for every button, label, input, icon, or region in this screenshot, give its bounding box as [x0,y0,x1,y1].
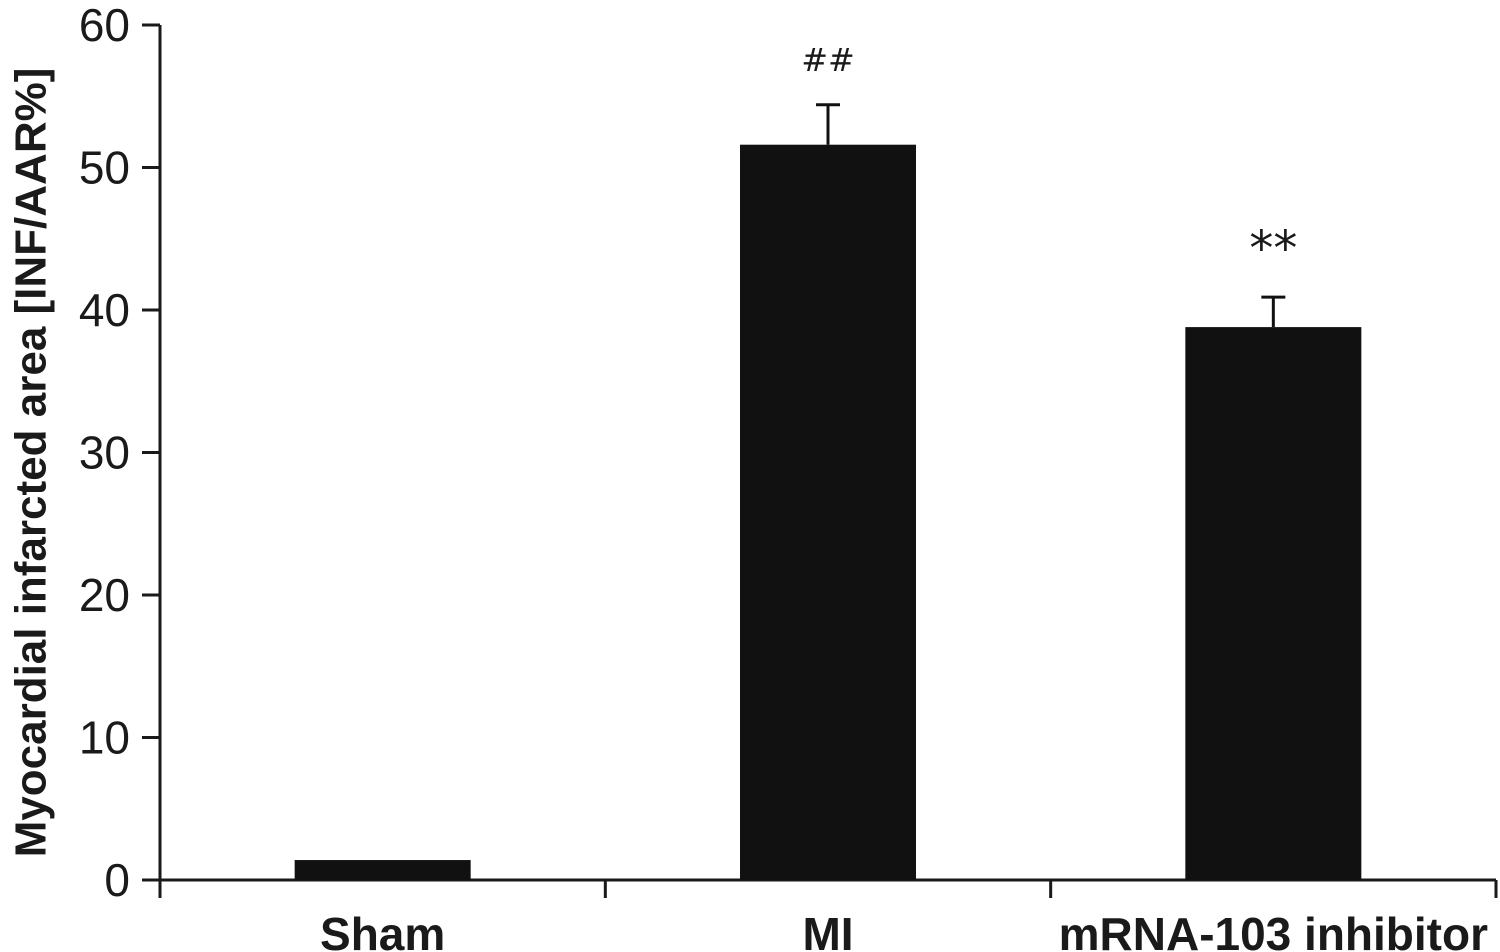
significance-label: ** [1249,221,1297,277]
y-tick-label: 0 [104,854,130,906]
bar [294,860,471,880]
x-category-label: Sham [320,908,445,952]
y-tick-label: 40 [79,284,130,336]
bar [740,144,916,880]
significance-label: ## [801,41,855,79]
y-tick-label: 50 [79,142,130,194]
bars: ## ** [294,41,1362,881]
x-axis: Sham MI mRNA-103 inhibitor [158,878,1498,952]
x-category-label: mRNA-103 inhibitor [1059,908,1488,952]
y-tick-label: 60 [79,0,130,51]
y-axis: 0 10 20 30 40 50 60 [79,0,162,906]
y-axis-title: Myocardial infarcted area [INF/AAR%] [7,68,56,858]
bar [1185,327,1362,881]
x-category-label: MI [802,908,853,952]
y-tick-label: 10 [79,712,130,764]
y-tick-label: 30 [79,427,130,479]
y-tick-label: 20 [79,569,130,621]
